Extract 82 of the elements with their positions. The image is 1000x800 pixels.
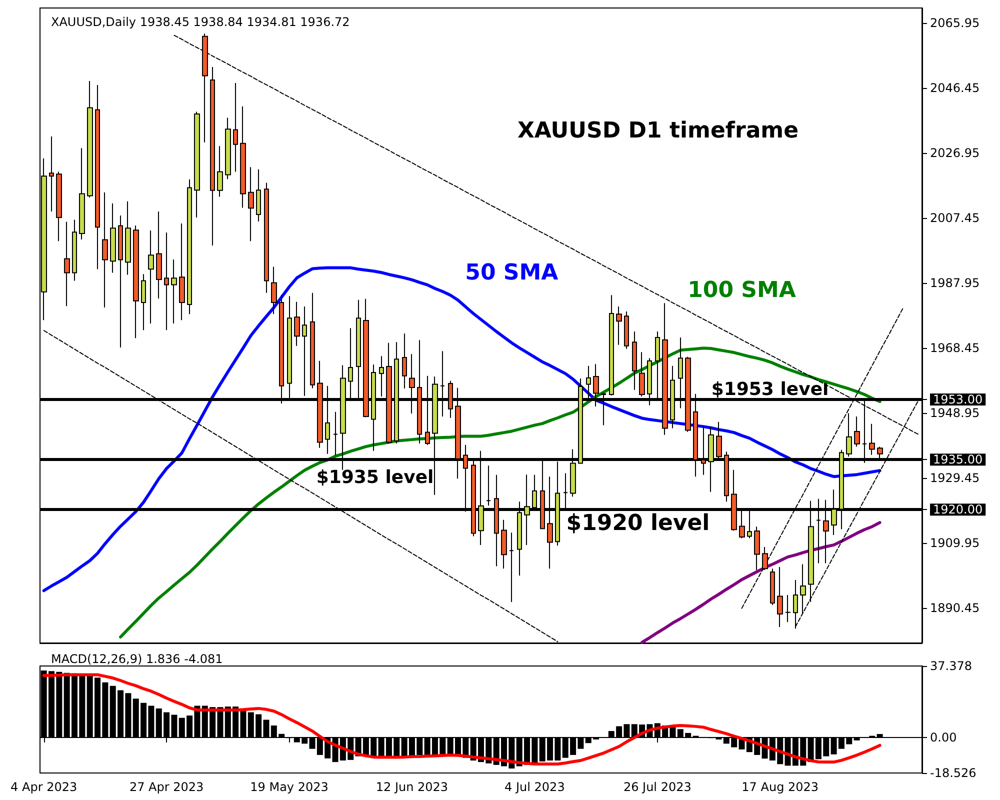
- candlestick: [264, 182, 269, 294]
- candlestick: [225, 117, 231, 180]
- candlestick: [148, 230, 154, 324]
- y-tick-label: 1929.45: [930, 471, 980, 486]
- candlestick: [141, 274, 146, 331]
- y-tick-label: -18.526: [930, 766, 976, 780]
- candlestick: [133, 224, 139, 339]
- y-tick-label: 1909.95: [930, 536, 980, 550]
- candlestick: [179, 222, 185, 321]
- candlestick: [217, 146, 223, 198]
- x-tick-label: 26 Jul 2023: [623, 780, 692, 794]
- candlestick: [164, 232, 169, 331]
- candlestick: [64, 221, 70, 307]
- candlestick: [302, 306, 307, 396]
- candlestick: [72, 219, 77, 282]
- y-tick-label: 1935.00: [933, 452, 983, 467]
- text: 100 SMA: [688, 278, 796, 304]
- candlestick: [95, 84, 100, 270]
- candlestick: [56, 171, 62, 242]
- y-tick-label: 1920.00: [933, 502, 983, 517]
- candlestick: [310, 292, 315, 389]
- x-tick-label: 4 Apr 2023: [10, 780, 78, 794]
- candlestick: [271, 266, 277, 315]
- candlestick: [256, 168, 261, 222]
- candlestick: [402, 333, 407, 390]
- candlestick: [79, 148, 85, 240]
- candlestick: [171, 258, 177, 324]
- y-tick-label: 1948.95: [930, 406, 980, 420]
- ref-line-label: $1935 level: [316, 467, 434, 488]
- x-tick-label: 4 Jul 2023: [504, 780, 565, 794]
- line-series: [42, 673, 882, 766]
- candlestick: [754, 526, 760, 570]
- y-tick-label: 1890.45: [930, 601, 980, 616]
- chart-title: MACD(12,26,9) 1.836 -4.081: [51, 652, 223, 666]
- x-tick-label: 19 May 2023: [250, 780, 328, 794]
- candlestick: [624, 310, 629, 350]
- y-tick-label: 37.378: [930, 659, 972, 673]
- candlestick: [187, 178, 192, 315]
- candlestick: [110, 202, 116, 274]
- candlestick: [194, 111, 200, 218]
- candlestick: [49, 136, 54, 212]
- candlestick: [294, 301, 300, 346]
- text: XAUUSD,Daily 1938.45 1938.84 1934.81 1936.72: [51, 15, 350, 29]
- x-tick-label: 27 Apr 2023: [129, 780, 204, 794]
- y-tick-label: 2065.95: [930, 16, 980, 30]
- candlestick: [770, 568, 775, 606]
- candlestick: [156, 210, 162, 299]
- candlestick: [632, 331, 637, 390]
- candlestick: [210, 66, 215, 246]
- annotation: XAUUSD D1 timeframe: [517, 118, 799, 144]
- y-tick-label: 2026.95: [930, 146, 980, 160]
- candlestick: [333, 411, 338, 456]
- candlestick: [762, 546, 768, 570]
- x-tick-label: 12 Jun 2023: [376, 780, 448, 794]
- candlestick: [125, 200, 131, 276]
- candlestick: [87, 80, 93, 198]
- y-tick-label: 1968.45: [930, 341, 980, 356]
- candlestick: [118, 214, 123, 348]
- candlestick: [486, 465, 491, 506]
- candlestick: [102, 192, 108, 308]
- y-tick-label: 2046.45: [930, 80, 980, 95]
- x-tick-label: 17 Aug 2023: [742, 780, 819, 794]
- candlestick: [509, 532, 514, 602]
- candlestick: [501, 519, 507, 570]
- candlestick: [609, 294, 614, 396]
- candlestick: [777, 566, 783, 628]
- candlestick: [240, 106, 246, 208]
- candlestick: [233, 82, 238, 172]
- ref-line-label: $1953 level: [711, 379, 829, 400]
- candlestick: [869, 423, 875, 456]
- line-series: [119, 346, 882, 638]
- y-tick-label: 1953.00: [933, 392, 983, 407]
- y-tick-label: 2007.45: [930, 210, 980, 225]
- candlestick: [785, 594, 791, 622]
- y-tick-label: 1987.95: [930, 276, 980, 290]
- series-label: 50 SMA: [465, 260, 558, 286]
- candlestick: [800, 564, 806, 614]
- y-tick-label: 0.00: [930, 730, 957, 745]
- ref-line-label: $1920 level: [566, 511, 710, 536]
- candlestick: [854, 416, 860, 448]
- candlestick: [248, 166, 254, 242]
- candlestick: [616, 306, 622, 346]
